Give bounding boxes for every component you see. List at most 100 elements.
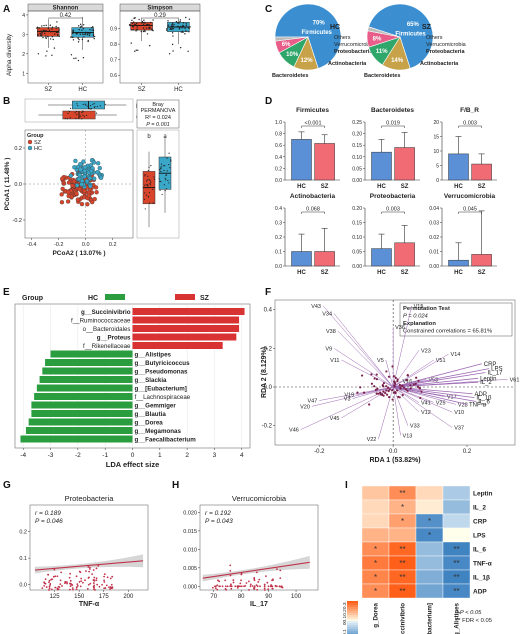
data-point: [135, 49, 137, 51]
heat-cell: [361, 527, 390, 543]
sample-point: [362, 391, 366, 394]
data-point-HC: [97, 165, 102, 171]
tick-label-x: 1: [158, 452, 162, 459]
tick-label-y: 0.2: [19, 530, 27, 536]
annotation-text: Permutation Test: [403, 306, 450, 312]
data-point: [79, 33, 81, 36]
confidence-band: [34, 554, 144, 574]
data-point-HC: [91, 160, 97, 165]
data-point: [145, 194, 148, 196]
slice-name: Others: [426, 35, 443, 41]
data-point: [49, 24, 52, 26]
species-label: V17: [447, 395, 457, 401]
tick-label-x: 70: [210, 594, 217, 600]
panel-label-B: B: [3, 96, 10, 107]
data-point: [131, 22, 134, 24]
data-point: [218, 580, 221, 583]
data-point: [236, 585, 239, 588]
panel-label-A: A: [3, 4, 10, 15]
data-point: [79, 32, 81, 34]
slice-name: Actinobacteria: [420, 61, 459, 67]
data-point: [53, 47, 56, 49]
data-point: [48, 587, 51, 590]
tick-label-y: 10: [433, 149, 439, 155]
data-point: [79, 115, 82, 117]
species-label: V12: [421, 410, 431, 416]
data-point: [236, 587, 239, 589]
data-point: [94, 106, 96, 108]
data-point: [48, 579, 51, 582]
sample-point: [416, 385, 420, 388]
tick-label-y: 0.4: [275, 155, 282, 161]
panel-label-G: G: [3, 480, 11, 491]
data-point: [85, 104, 87, 106]
data-point: [41, 33, 43, 35]
data-point: [95, 577, 98, 580]
tick-label-x: 0.2: [463, 449, 472, 455]
data-point: [55, 25, 57, 28]
data-point: [160, 170, 162, 173]
data-point: [69, 107, 72, 109]
sample-point: [392, 375, 396, 378]
stat-p: P = 0.043: [205, 518, 233, 525]
data-point: [187, 50, 189, 52]
sample-point: [415, 376, 418, 379]
sample-point: [399, 386, 402, 389]
data-point: [89, 108, 91, 110]
tick-label-y: 0.05: [352, 250, 362, 256]
sig-mark: **: [453, 573, 459, 582]
sample-point: [393, 384, 396, 387]
plot-frame: [29, 504, 149, 591]
heat-cell: [415, 555, 444, 571]
sig-mark: *: [374, 559, 377, 568]
data-point-SZ: [82, 188, 87, 194]
data-point: [171, 43, 174, 46]
tick-label-x: HC: [454, 184, 463, 190]
annotation-box: [399, 302, 513, 337]
data-point: [180, 26, 182, 28]
data-point: [160, 168, 162, 170]
data-point: [240, 579, 242, 582]
heat-cell: [415, 569, 444, 585]
tick-label-x: -4: [20, 452, 26, 459]
box-SZ: [130, 22, 153, 31]
data-point: [92, 582, 95, 584]
data-point: [49, 584, 51, 586]
species-label: V5: [377, 358, 384, 364]
data-point: [76, 583, 79, 586]
plot-title: Verrucomicrobia: [232, 494, 287, 503]
colorbar-segment: [347, 627, 358, 630]
data-point: [81, 111, 83, 114]
data-point: [87, 32, 89, 34]
data-point: [179, 46, 182, 49]
sample-point: [384, 391, 387, 395]
species-label: V25: [436, 400, 446, 406]
data-point: [38, 27, 40, 29]
data-point: [45, 36, 47, 39]
sample-point: [419, 396, 422, 400]
data-point: [147, 175, 149, 177]
colorbar-tick: 0: [342, 622, 348, 625]
data-point: [48, 29, 51, 31]
data-point: [52, 575, 55, 578]
category-label: g__Megamonas: [135, 428, 182, 435]
data-point: [60, 571, 63, 574]
tick-label-y: 0.2: [264, 346, 273, 352]
data-point: [167, 179, 169, 182]
legend-title: Group: [27, 133, 44, 139]
tick-label-y: 0.1: [19, 556, 27, 562]
data-point: [96, 583, 99, 586]
data-point: [82, 103, 84, 106]
slice-label: 65%: [407, 22, 420, 28]
data-point: [69, 117, 71, 119]
data-point: [166, 28, 168, 30]
data-point: [51, 30, 53, 33]
tick-label-x: SZ: [478, 270, 486, 276]
pie-slice-Others: [367, 26, 401, 38]
data-point: [214, 585, 217, 588]
colorbar-segment: [347, 611, 358, 614]
sample-point: [396, 378, 399, 381]
slice-label: 8%: [373, 36, 382, 42]
data-point: [49, 31, 52, 33]
